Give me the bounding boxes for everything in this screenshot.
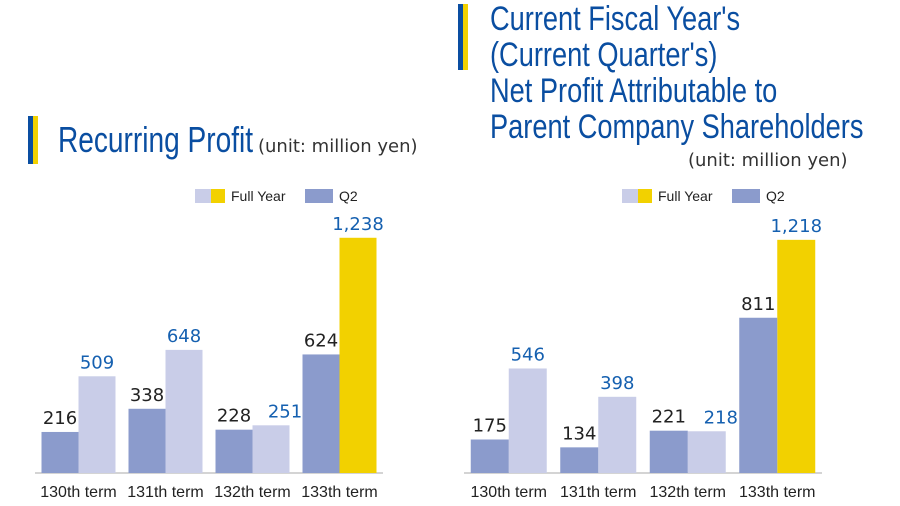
net-profit-panel: Current Fiscal Year's (Current Quarter's… xyxy=(450,0,900,506)
legend-label-full-year: Full Year xyxy=(231,188,286,204)
bar-full-year xyxy=(165,349,203,473)
data-label-full-year: 546 xyxy=(511,344,545,365)
data-label-full-year: 648 xyxy=(167,326,201,347)
data-label-q2: 134 xyxy=(562,423,596,444)
x-tick-label: 132th term xyxy=(214,484,290,501)
x-tick-label: 133th term xyxy=(739,484,815,501)
chart-title-line-1: Current Fiscal Year's xyxy=(490,0,741,38)
bar-q2 xyxy=(470,439,509,473)
data-label-q2: 624 xyxy=(304,330,338,351)
title-marker xyxy=(28,116,38,164)
data-label-full-year: 398 xyxy=(600,373,634,394)
chart-title-line-4: Parent Company Shareholders xyxy=(490,108,864,146)
bar-full-year xyxy=(508,368,547,473)
legend-swatch-q2 xyxy=(732,189,760,203)
bar-q2 xyxy=(649,430,688,473)
bar-q2 xyxy=(560,447,599,473)
title-marker xyxy=(458,4,468,70)
data-label-q2: 216 xyxy=(43,408,77,429)
x-tick-label: 130th term xyxy=(471,484,547,501)
data-label-full-year: 509 xyxy=(80,352,114,373)
legend-swatch-q2 xyxy=(305,189,333,203)
x-tick-label: 132th term xyxy=(650,484,726,501)
unit-label: (unit: million yen) xyxy=(258,136,418,157)
chart-title-block: Recurring Profit (unit: million yen) xyxy=(28,116,448,164)
bar-q2 xyxy=(739,317,778,473)
bar-full-year xyxy=(598,396,637,473)
chart-title-line-3: Net Profit Attributable to xyxy=(490,72,778,110)
bar-full-year xyxy=(687,431,726,473)
x-tick-label: 130th term xyxy=(40,484,116,501)
legend-swatch-full-year-current xyxy=(638,189,652,203)
bar-full-year xyxy=(78,376,116,473)
legend-label-q2: Q2 xyxy=(339,188,358,204)
recurring-profit-panel: Recurring Profit (unit: million yen) 216… xyxy=(28,116,448,501)
bar-full-year xyxy=(252,425,290,473)
data-label-full-year: 1,218 xyxy=(770,216,822,237)
data-label-q2: 175 xyxy=(473,416,507,437)
chart-title: Recurring Profit xyxy=(58,119,254,160)
x-tick-label: 131th term xyxy=(127,484,203,501)
data-label-q2: 221 xyxy=(652,407,686,428)
data-label-q2: 228 xyxy=(217,406,251,427)
unit-label: (unit: million yen) xyxy=(688,150,848,171)
recurring-profit-chart: 216 509 130th term 338 648 131th term 228 251 13… xyxy=(35,188,384,501)
legend-swatch-full-year-current xyxy=(211,189,225,203)
legend-label-full-year: Full Year xyxy=(658,188,713,204)
bar-q2 xyxy=(41,431,79,473)
legend-swatch-full-year xyxy=(622,189,638,203)
bar-q2 xyxy=(215,429,253,473)
data-label-full-year: 1,238 xyxy=(332,214,384,235)
bar-q2 xyxy=(302,354,340,473)
net-profit-chart: 175 546 130th term 134 398 131th term 221 218 13… xyxy=(464,188,822,501)
data-label-q2: 811 xyxy=(741,294,775,315)
data-label-q2: 338 xyxy=(130,385,164,406)
data-label-full-year: 218 xyxy=(704,407,738,428)
bar-q2 xyxy=(128,408,166,473)
x-tick-label: 131th term xyxy=(560,484,636,501)
data-label-full-year: 251 xyxy=(268,401,302,422)
bar-full-year xyxy=(339,237,377,473)
x-tick-label: 133th term xyxy=(301,484,377,501)
bar-full-year xyxy=(777,239,816,473)
chart-title-block: Current Fiscal Year's (Current Quarter's… xyxy=(458,2,898,144)
chart-title-line-2: (Current Quarter's) xyxy=(490,36,718,74)
legend-label-q2: Q2 xyxy=(766,188,785,204)
legend-swatch-full-year xyxy=(195,189,211,203)
